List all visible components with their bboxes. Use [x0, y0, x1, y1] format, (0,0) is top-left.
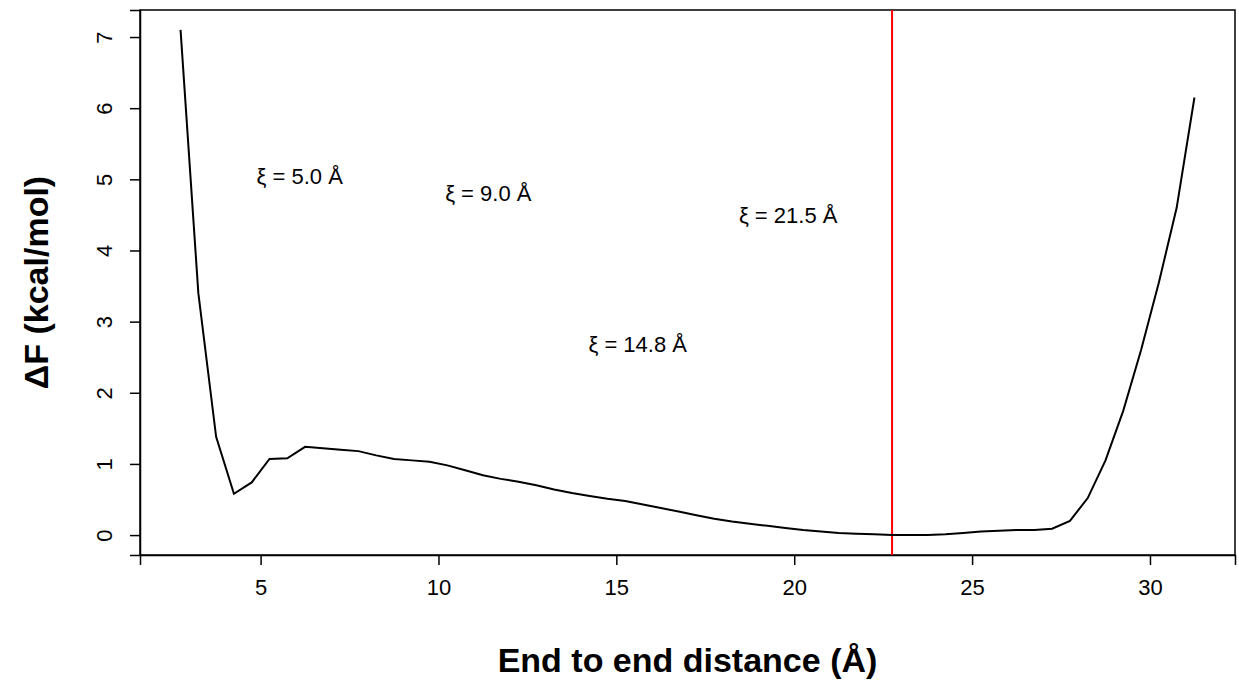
x-axis: 5 10 15 20 25 30 [141, 555, 1236, 600]
y-tick-label: 3 [92, 316, 117, 328]
annotation: ξ = 9.0 Å [445, 181, 532, 206]
y-tick-mark [130, 321, 140, 323]
x-tick: 20 [782, 555, 806, 600]
x-tick: 25 [960, 555, 984, 600]
x-tick: 15 [605, 555, 629, 600]
x-tick-label: 15 [605, 575, 629, 600]
y-tick-mark [130, 535, 140, 537]
annotation: ξ = 5.0 Å [257, 164, 344, 189]
y-tick-label: 6 [92, 103, 117, 115]
x-tick-label: 25 [960, 575, 984, 600]
y-tick-label: 7 [92, 31, 117, 43]
y-tick-mark [130, 250, 140, 252]
annotation: ξ = 21.5 Å [739, 203, 838, 228]
y-tick-mark [130, 37, 140, 39]
plot: 5101520253001234567ξ = 5.0 Åξ = 9.0 Åξ =… [92, 10, 1236, 600]
x-tick-mark [972, 555, 974, 565]
y-axis-line [130, 11, 141, 556]
x-tick-label: 30 [1138, 575, 1162, 600]
x-tick-label: 10 [427, 575, 451, 600]
y-axis-title: ΔF (kcal/mol) [17, 176, 55, 389]
y-tick-label: 1 [92, 458, 117, 470]
y-tick: 5 [92, 174, 140, 186]
x-tick-mark [1150, 555, 1152, 565]
x-tick: 30 [1138, 555, 1162, 600]
y-axis: 0 1 2 3 4 5 6 7 [92, 11, 141, 556]
y-tick-label: 5 [92, 174, 117, 186]
y-tick-label: 2 [92, 387, 117, 399]
y-tick: 2 [92, 387, 140, 399]
reference-line [891, 10, 893, 555]
x-axis-title: End to end distance (Å) [498, 641, 878, 679]
annotations: ξ = 5.0 Å ξ = 9.0 Å ξ = 14.8 Å ξ = 21.5 Å [257, 164, 838, 357]
x-tick: 10 [427, 555, 451, 600]
x-tick-label: 20 [782, 575, 806, 600]
y-tick: 3 [92, 316, 140, 328]
x-tick-mark [616, 555, 618, 565]
plot-frame [140, 10, 1235, 555]
chart: 5101520253001234567ξ = 5.0 Åξ = 9.0 Åξ =… [0, 0, 1239, 686]
free-energy-line [181, 30, 1195, 535]
y-tick-mark [130, 393, 140, 395]
y-tick-label: 0 [92, 529, 117, 541]
y-tick: 4 [92, 245, 140, 257]
x-tick-mark [438, 555, 440, 565]
annotation: ξ = 14.8 Å [588, 332, 687, 357]
x-tick-mark [260, 555, 262, 565]
x-tick-label: 5 [255, 575, 267, 600]
data-layer [181, 10, 1195, 555]
y-tick: 1 [92, 458, 140, 470]
y-tick: 6 [92, 103, 140, 115]
y-tick-mark [130, 464, 140, 466]
y-tick-mark [130, 108, 140, 110]
y-tick: 0 [92, 529, 140, 541]
x-tick-mark [794, 555, 796, 565]
x-tick: 5 [255, 555, 267, 600]
y-tick: 7 [92, 31, 140, 43]
y-tick-label: 4 [92, 245, 117, 257]
y-tick-mark [130, 179, 140, 181]
x-axis-line [141, 556, 1236, 566]
